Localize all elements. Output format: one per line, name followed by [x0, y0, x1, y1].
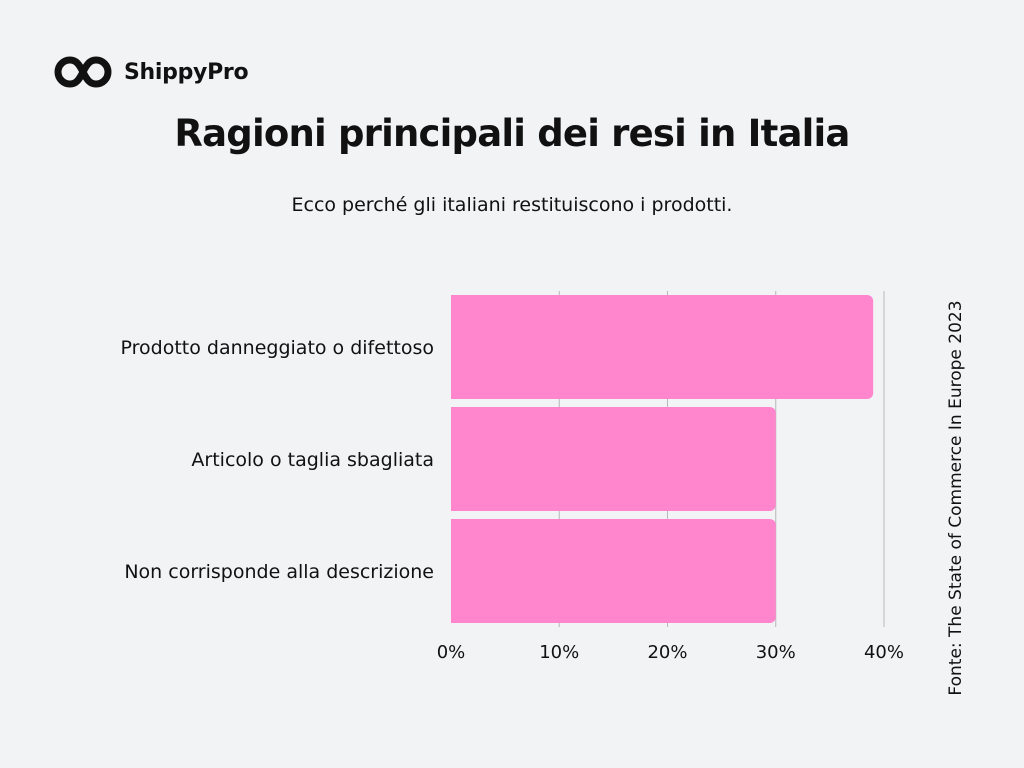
category-label: Articolo o taglia sbagliata: [191, 449, 434, 471]
tick-label: 30%: [756, 642, 796, 663]
brand: ShippyPro: [52, 54, 249, 90]
bar: [451, 519, 776, 623]
tick-label: 10%: [539, 642, 579, 663]
tick-label: 0%: [437, 642, 466, 663]
tick-label: 20%: [647, 642, 687, 663]
category-label: Prodotto danneggiato o difettoso: [121, 337, 434, 359]
bar: [451, 295, 874, 399]
chart-subtitle: Ecco perché gli italiani restituiscono i…: [291, 194, 733, 216]
tick-label: 40%: [864, 642, 904, 663]
chart-title: Ragioni principali dei resi in Italia: [174, 112, 850, 155]
category-labels: Prodotto danneggiato o difettoso Articolo…: [121, 337, 434, 583]
category-label: Non corrisponde alla descrizione: [124, 561, 434, 583]
infinity-link-icon: [54, 56, 112, 88]
brand-name: ShippyPro: [124, 59, 249, 85]
tick-labels: 0% 10% 20% 30% 40%: [437, 642, 904, 663]
source-note: Fonte: The State of Commerce In Europe 2…: [946, 300, 966, 696]
bars: [451, 295, 874, 623]
bar: [451, 407, 776, 511]
